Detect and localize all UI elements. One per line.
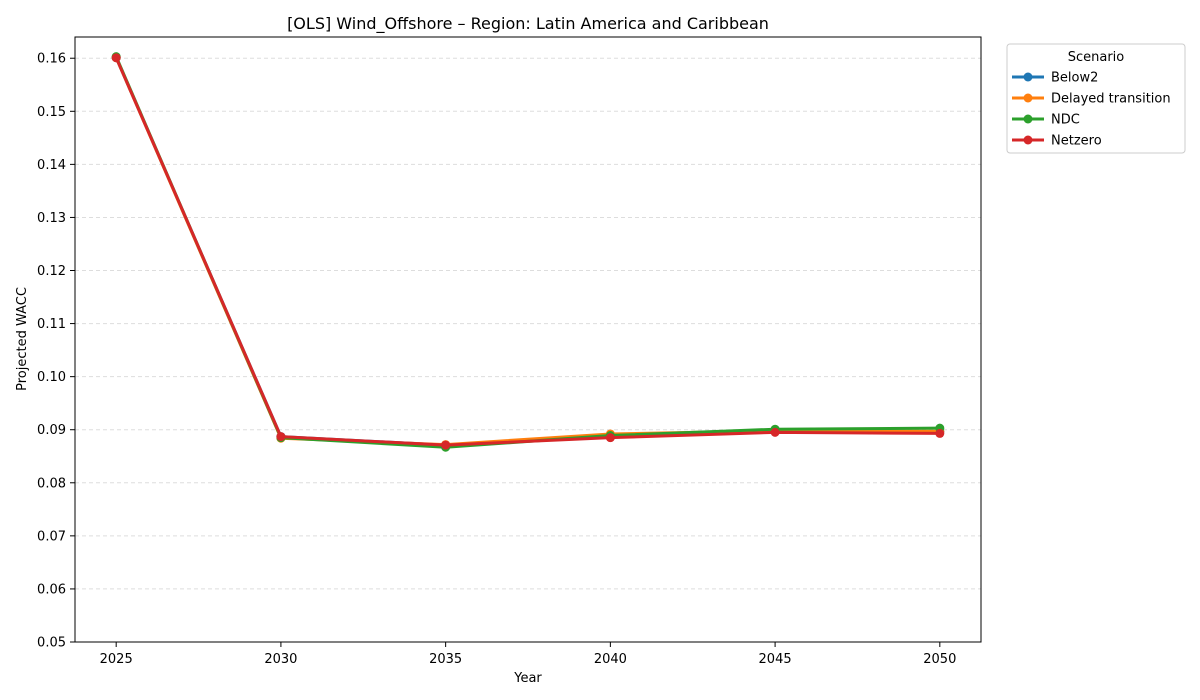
y-tick-label: 0.13	[37, 211, 66, 226]
y-tick-label: 0.11	[37, 317, 66, 332]
x-tick-label: 2040	[594, 652, 627, 667]
legend-marker	[1023, 72, 1033, 82]
y-tick-label: 0.06	[37, 582, 66, 597]
y-tick-label: 0.10	[37, 370, 66, 385]
legend-item-ndc: NDC	[1012, 113, 1080, 128]
legend-item-delayed-transition: Delayed transition	[1012, 92, 1171, 107]
y-tick-label: 0.14	[37, 158, 66, 173]
legend: Scenario Below2 Delayed transition NDC Netz…	[1006, 43, 1186, 154]
y-tick-label: 0.09	[37, 423, 66, 438]
legend-marker	[1023, 114, 1033, 124]
data-point-netzero	[605, 433, 615, 443]
legend-label: NDC	[1051, 113, 1080, 128]
y-axis-label: Projected WACC	[15, 287, 30, 391]
series-layer	[111, 52, 945, 452]
x-tick-label: 2045	[759, 652, 792, 667]
y-tick-label: 0.16	[37, 52, 66, 67]
legend-label: Delayed transition	[1051, 92, 1171, 107]
data-point-netzero	[276, 432, 286, 442]
x-axis-label: Year	[513, 671, 542, 686]
plot-area-frame	[74, 36, 982, 643]
legend-label: Below2	[1051, 71, 1098, 86]
data-point-netzero	[111, 53, 121, 63]
x-tick-label: 2050	[923, 652, 956, 667]
legend-label: Netzero	[1051, 134, 1102, 149]
y-tick-label: 0.08	[37, 476, 66, 491]
x-tick-label: 2030	[264, 652, 297, 667]
axis-ticks: 0.05 0.06 0.07 0.08 0.09 0.10 0.11 0.12 0.13 0.14…	[37, 52, 956, 667]
y-tick-label: 0.07	[37, 529, 66, 544]
legend-marker	[1023, 93, 1033, 103]
legend-item-below2: Below2	[1012, 71, 1098, 86]
x-tick-label: 2035	[429, 652, 462, 667]
series-line-netzero	[114, 56, 942, 447]
series-netzero	[111, 53, 945, 450]
legend-title: Scenario	[1068, 50, 1125, 65]
data-point-netzero	[935, 428, 945, 438]
legend-items: Below2 Delayed transition NDC Netzero	[1012, 71, 1171, 149]
chart-title: [OLS] Wind_Offshore – Region: Latin Amer…	[287, 14, 769, 34]
legend-box	[1006, 43, 1186, 154]
legend-item-netzero: Netzero	[1012, 134, 1102, 149]
y-tick-label: 0.05	[37, 636, 66, 651]
legend-marker	[1023, 135, 1033, 145]
y-tick-label: 0.12	[37, 264, 66, 279]
x-tick-label: 2025	[100, 652, 133, 667]
data-point-netzero	[441, 440, 451, 450]
data-point-netzero	[770, 427, 780, 437]
y-tick-label: 0.15	[37, 105, 66, 120]
